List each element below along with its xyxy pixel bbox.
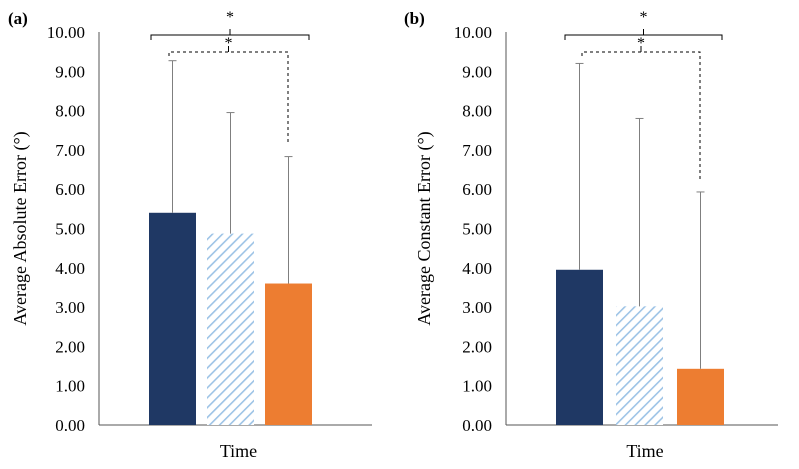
panel-label: (a) [8, 9, 28, 28]
bar [616, 306, 663, 425]
bar [556, 269, 603, 425]
y-tick-label: 9.00 [55, 62, 85, 81]
y-axis-label: Average Constant Error (°) [414, 131, 435, 325]
y-tick-label: 2.00 [55, 337, 85, 356]
panel-label: (b) [404, 9, 425, 28]
y-tick-label: 6.00 [55, 180, 85, 199]
y-tick-label: 1.00 [55, 377, 85, 396]
significance-star: * [225, 35, 233, 52]
y-tick-label: 5.00 [55, 220, 85, 239]
x-axis-label: Time [220, 441, 257, 461]
panel-b: (b) 0.00 1.00 2.00 3.00 4.00 5.00 6.00 7.00 8.00 9… [404, 9, 778, 461]
chart-root: (a) 0.00 1.00 2.00 3.00 4.00 5.00 6.00 7.00 8.00 9… [8, 9, 778, 461]
significance-star: * [640, 9, 648, 26]
panel-a: (a) 0.00 1.00 2.00 3.00 4.00 5.00 6.00 7.00 8.00 9… [8, 9, 372, 461]
y-tick-label: 5.00 [462, 220, 492, 239]
y-tick-label: 3.00 [55, 298, 85, 317]
bar [265, 283, 312, 425]
y-tick-label: 2.00 [462, 337, 492, 356]
significance-bracket-dashed [168, 51, 289, 145]
y-tick-label: 7.00 [55, 141, 85, 160]
y-tick-label: 4.00 [55, 259, 85, 278]
y-axis-label: Average Absolute Error (°) [10, 131, 31, 325]
bar [149, 212, 196, 425]
y-tick-label: 1.00 [462, 377, 492, 396]
y-tick-label: 8.00 [55, 102, 85, 121]
x-axis-label: Time [626, 441, 663, 461]
y-tick-label: 3.00 [462, 298, 492, 317]
y-tick-label: 9.00 [462, 62, 492, 81]
y-tick-label: 0.00 [462, 416, 492, 435]
y-tick-label: 6.00 [462, 180, 492, 199]
significance-star: * [637, 35, 645, 52]
bar [207, 233, 254, 425]
significance-bracket-dashed [581, 51, 701, 180]
bar [677, 368, 724, 425]
y-tick-label: 7.00 [462, 141, 492, 160]
y-tick-label: 4.00 [462, 259, 492, 278]
y-tick-label: 10.00 [47, 23, 85, 42]
significance-star: * [226, 9, 234, 26]
y-tick-label: 8.00 [462, 102, 492, 121]
y-tick-label: 0.00 [55, 416, 85, 435]
y-tick-label: 10.00 [454, 23, 492, 42]
